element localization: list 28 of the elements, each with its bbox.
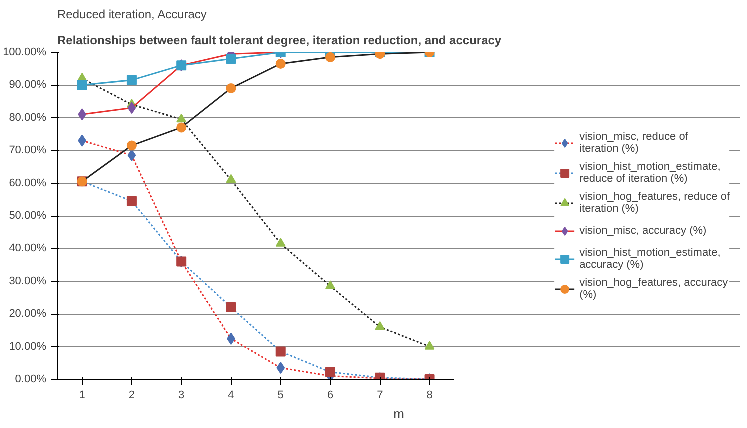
- y-tick-label: 30.00%: [9, 275, 47, 288]
- y-axis-title: Reduced iteration, Accuracy: [58, 8, 207, 22]
- y-tick-label: 100.00%: [3, 46, 47, 58]
- x-tick-label: 6: [327, 390, 334, 402]
- legend-label: vision_misc, reduce of iteration (%): [580, 130, 688, 154]
- legend-label: vision_misc, accuracy (%): [580, 224, 707, 236]
- y-tick-label: 10.00%: [9, 340, 47, 353]
- x-tick-label: 7: [377, 390, 384, 402]
- legend-label: vision_hog_features, accuracy (%): [580, 276, 728, 300]
- legend-label: vision_hist_motion_estimate, reduce of iteration (%): [580, 160, 721, 184]
- y-tick-label: 20.00%: [9, 308, 47, 320]
- x-tick-label: 3: [178, 390, 185, 402]
- y-tick-label: 80.00%: [9, 112, 47, 124]
- x-tick-label: 8: [426, 390, 433, 402]
- chart-title: Relationships between fault tolerant degree, iteration reduction, and accuracy: [58, 34, 502, 48]
- x-tick-label: 5: [278, 390, 284, 402]
- y-tick-label: 0.00%: [15, 374, 47, 386]
- x-tick-label: 2: [128, 390, 136, 402]
- legend-label: vision_hog_features, reduce of iteration (%): [580, 190, 730, 214]
- x-axis-title: m: [394, 406, 404, 422]
- y-tick-label: 90.00%: [9, 79, 47, 92]
- legend-label: vision_hist_motion_estimate, accuracy (%): [580, 246, 721, 270]
- x-tick-label: 4: [228, 390, 234, 402]
- y-tick-label: 50.00%: [9, 210, 47, 222]
- y-tick-label: 60.00%: [9, 177, 47, 190]
- x-tick-label: 1: [79, 390, 86, 402]
- y-tick-label: 70.00%: [9, 144, 47, 157]
- y-tick-label: 40.00%: [9, 242, 47, 255]
